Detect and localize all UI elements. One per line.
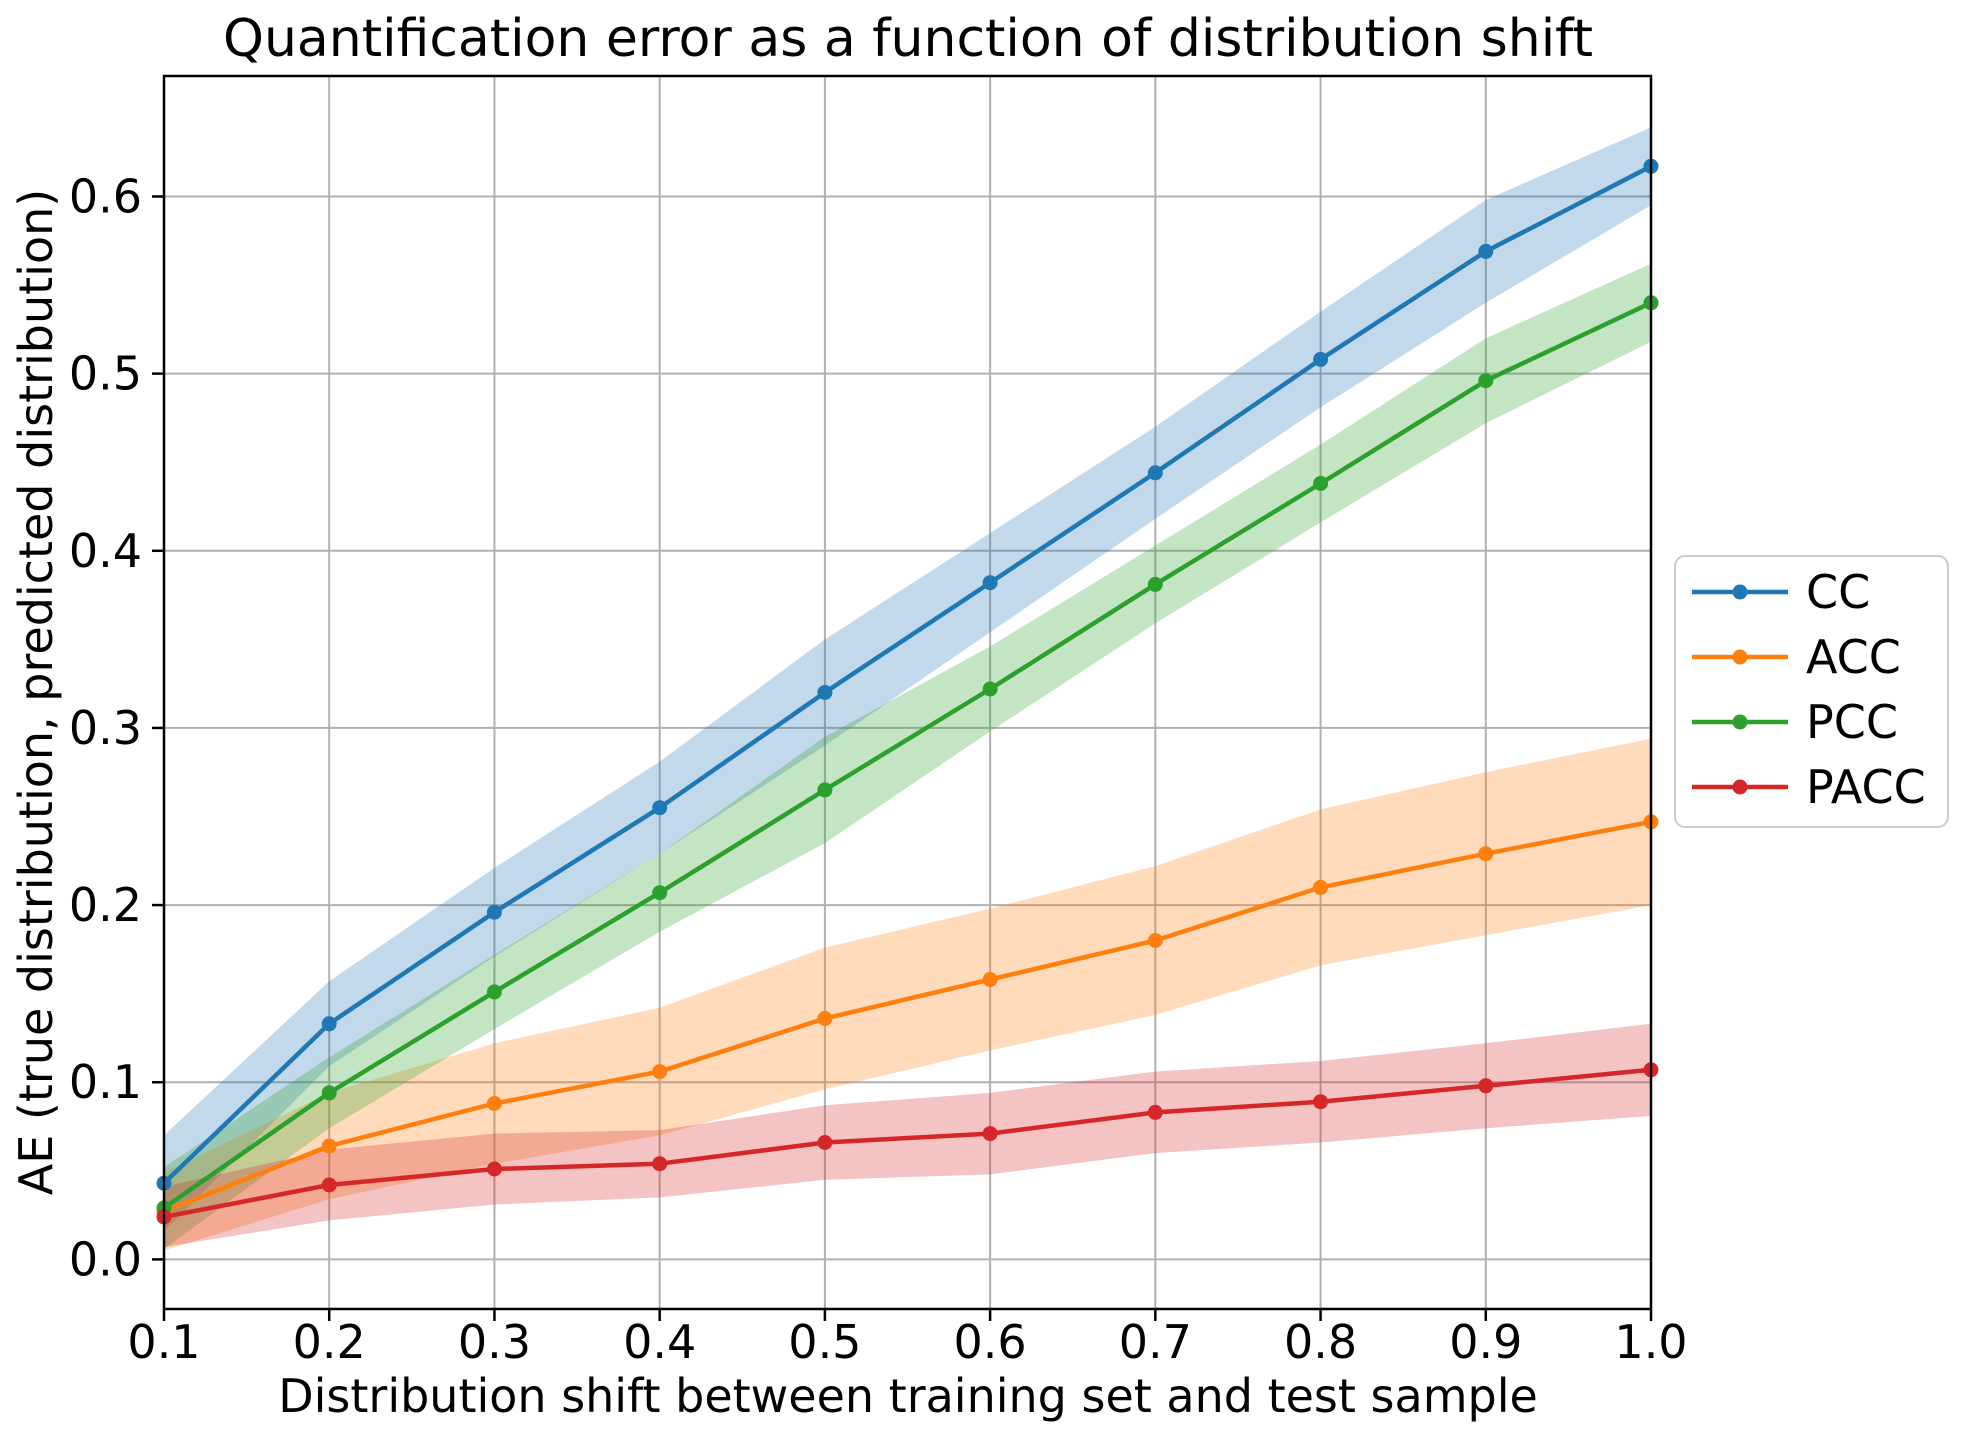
y-tick-label: 0.0	[69, 1232, 142, 1286]
marker-PCC	[652, 885, 668, 901]
marker-PCC	[1147, 576, 1163, 592]
marker-CC	[486, 904, 502, 920]
marker-ACC	[1313, 879, 1329, 895]
marker-CC	[321, 1016, 337, 1032]
legend-label-PCC: PCC	[1806, 695, 1898, 749]
legend-marker-ACC	[1732, 649, 1748, 665]
y-tick-label: 0.4	[69, 524, 142, 578]
marker-CC	[982, 575, 998, 591]
band-ACC	[164, 738, 1651, 1251]
x-tick-label: 0.1	[127, 1315, 200, 1369]
legend-marker-PCC	[1732, 714, 1748, 730]
y-tick-labels: 0.0 0.1 0.2 0.3 0.4 0.5 0.6	[69, 169, 142, 1286]
x-tick-label: 0.2	[293, 1315, 366, 1369]
marker-ACC	[982, 972, 998, 987]
band-PACC	[164, 1023, 1651, 1247]
marker-CC	[817, 685, 833, 700]
marker-CC	[1478, 243, 1494, 259]
legend-box	[1674, 555, 1949, 828]
legend-item-ACC: ACC	[1692, 630, 1901, 684]
x-tick-label: 0.3	[458, 1315, 531, 1369]
x-tick-label: 0.7	[1119, 1315, 1192, 1369]
marker-PCC	[817, 782, 833, 798]
legend-item-CC: CC	[1692, 565, 1870, 619]
marker-PACC	[321, 1177, 337, 1193]
x-axis-label: Distribution shift between training set …	[278, 1369, 1538, 1423]
marker-PCC	[1313, 476, 1329, 491]
y-tick-label: 0.3	[69, 701, 142, 755]
line-CC	[161, 164, 1654, 1186]
x-tick-label: 0.9	[1449, 1315, 1522, 1369]
marker-PCC	[321, 1085, 337, 1101]
marker-PCC	[1478, 373, 1494, 389]
marker-ACC	[486, 1096, 502, 1111]
band-CC	[164, 127, 1651, 1232]
legend-label-ACC: ACC	[1806, 630, 1901, 684]
y-tick-label: 0.6	[69, 169, 142, 223]
y-axis-label: AE (true distribution, predicted distrib…	[9, 189, 63, 1195]
marker-PACC	[982, 1126, 998, 1142]
x-tick-label: 0.4	[623, 1315, 696, 1369]
x-tick-label: 0.8	[1284, 1315, 1357, 1369]
legend-marker-PACC	[1732, 779, 1748, 795]
line-ACC	[161, 819, 1654, 1214]
x-tick-label: 0.6	[954, 1315, 1027, 1369]
legend-label-CC: CC	[1806, 565, 1870, 619]
x-tick-label: 1.0	[1614, 1315, 1687, 1369]
marker-PACC	[817, 1135, 833, 1150]
series-lines	[156, 158, 1659, 1225]
marker-ACC	[817, 1011, 833, 1026]
marker-PCC	[982, 681, 998, 697]
marker-PACC	[486, 1161, 502, 1177]
marker-CC	[1313, 351, 1329, 367]
marker-CC	[652, 800, 668, 816]
marker-CC	[1147, 465, 1163, 481]
marker-ACC	[1147, 933, 1163, 948]
legend-item-PACC: PACC	[1692, 760, 1926, 814]
legend-label-PACC: PACC	[1806, 760, 1926, 814]
x-tick-label: 0.5	[788, 1315, 861, 1369]
x-tick-labels: 0.1 0.2 0.3 0.4 0.5 0.6 0.7 0.8 0.9 1.0	[127, 1315, 1687, 1369]
marker-ACC	[652, 1064, 668, 1080]
legend-item-PCC: PCC	[1692, 695, 1898, 749]
legend: CC ACC PCC PACC	[1674, 555, 1949, 828]
plot-border	[162, 74, 1653, 1311]
marker-ACC	[321, 1138, 337, 1154]
marker-PACC	[1478, 1078, 1494, 1094]
chart-title: Quantification error as a function of di…	[223, 9, 1593, 69]
marker-PCC	[486, 984, 502, 1000]
y-tick-label: 0.5	[69, 347, 142, 401]
line-PACC	[161, 1067, 1654, 1220]
marker-PACC	[652, 1156, 668, 1172]
marker-PACC	[1147, 1104, 1163, 1120]
line-PCC	[161, 300, 1654, 1211]
marker-PACC	[1313, 1094, 1329, 1110]
y-tick-label: 0.2	[69, 878, 142, 932]
marker-ACC	[1478, 846, 1494, 862]
y-tick-label: 0.1	[69, 1055, 142, 1109]
axis-tick-marks	[152, 195, 1653, 1321]
legend-marker-CC	[1732, 584, 1748, 600]
